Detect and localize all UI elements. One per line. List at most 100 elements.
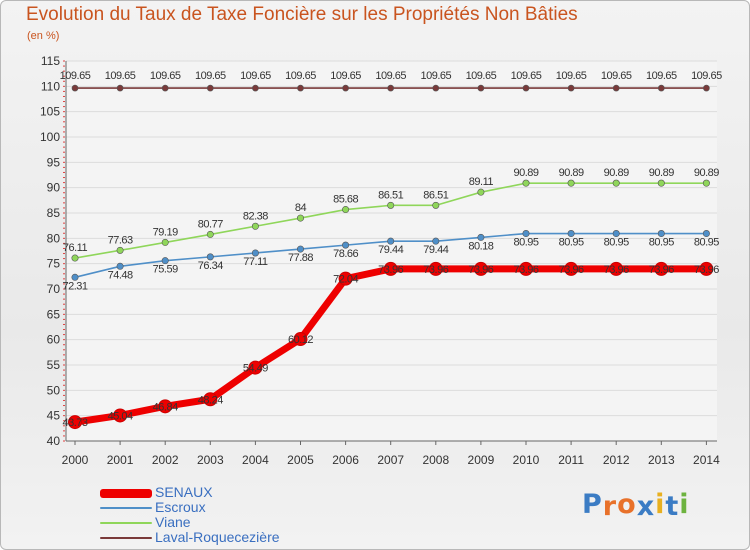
x-tick-label: 2006 xyxy=(332,453,359,467)
data-label-senaux: 72.04 xyxy=(333,274,358,286)
data-point-escroux xyxy=(342,241,350,249)
x-tick-label: 2002 xyxy=(152,453,179,467)
x-tick-label: 2000 xyxy=(62,453,89,467)
data-point-senaux xyxy=(338,271,353,286)
legend-label: Viane xyxy=(155,514,191,530)
plot-area xyxy=(66,61,717,441)
logo-letter: i xyxy=(679,489,690,520)
data-label-viane: 86.51 xyxy=(423,189,448,201)
data-point-escroux xyxy=(522,230,530,238)
data-label-viane: 90.89 xyxy=(513,167,538,179)
y-tick-label: 100 xyxy=(40,130,60,144)
data-point-escroux xyxy=(251,249,259,257)
data-point-laval-roquecezi-re xyxy=(703,84,710,92)
data-label-senaux: 73.96 xyxy=(468,264,493,276)
x-tick-label: 2010 xyxy=(513,453,540,467)
data-point-senaux xyxy=(473,261,488,276)
data-point-escroux xyxy=(477,233,485,241)
data-label-senaux: 73.96 xyxy=(649,264,674,276)
legend-item-senaux: SENAUX xyxy=(100,484,360,500)
data-point-senaux xyxy=(68,415,82,430)
data-point-viane xyxy=(612,179,620,187)
data-point-viane xyxy=(71,254,79,262)
chart-title: Evolution du Taux de Taxe Foncière sur l… xyxy=(26,4,578,25)
data-label-escroux: 79.44 xyxy=(423,244,448,256)
x-tick-label: 2003 xyxy=(197,453,224,467)
data-point-senaux xyxy=(428,261,443,276)
data-label-viane: 90.89 xyxy=(694,167,719,179)
data-point-senaux xyxy=(564,261,579,276)
data-label-laval-roquecezi-re: 109.65 xyxy=(511,70,542,82)
x-tick-label: 2013 xyxy=(648,453,675,467)
x-tick-label: 2007 xyxy=(377,453,404,467)
data-point-laval-roquecezi-re xyxy=(161,84,169,92)
data-label-senaux: 73.96 xyxy=(513,264,538,276)
data-point-senaux xyxy=(158,399,173,414)
data-label-senaux: 48.24 xyxy=(198,394,223,406)
data-point-senaux xyxy=(113,408,128,423)
data-label-escroux: 79.44 xyxy=(378,244,403,256)
data-label-viane: 84 xyxy=(295,202,307,214)
data-label-viane: 86.51 xyxy=(378,189,403,201)
data-label-laval-roquecezi-re: 109.65 xyxy=(60,70,91,82)
data-label-viane: 82.38 xyxy=(243,210,268,222)
y-tick-label: 105 xyxy=(40,105,60,119)
data-label-senaux: 54.49 xyxy=(243,363,268,375)
logo-letter: i xyxy=(655,489,666,520)
data-point-viane xyxy=(161,238,169,246)
data-point-viane xyxy=(522,179,530,187)
data-point-viane xyxy=(342,206,350,214)
data-label-escroux: 77.11 xyxy=(243,256,268,268)
data-label-escroux: 77.88 xyxy=(288,252,313,264)
data-point-escroux xyxy=(387,237,395,245)
data-label-viane: 90.89 xyxy=(604,167,629,179)
x-tick-label: 2004 xyxy=(242,453,269,467)
data-label-viane: 85.68 xyxy=(333,194,358,206)
y-tick-label: 45 xyxy=(47,409,61,423)
y-tick-label: 50 xyxy=(47,383,61,397)
data-point-viane xyxy=(116,246,124,254)
data-label-escroux: 80.95 xyxy=(694,237,719,249)
legend-swatch xyxy=(100,507,152,509)
data-point-senaux xyxy=(293,332,308,347)
legend-label: Laval-Roquecezière xyxy=(155,529,280,545)
data-point-escroux xyxy=(161,257,169,265)
data-label-escroux: 80.95 xyxy=(604,237,629,249)
data-point-laval-roquecezi-re xyxy=(297,84,304,92)
data-label-laval-roquecezi-re: 109.65 xyxy=(195,70,226,82)
data-point-escroux xyxy=(612,230,620,238)
data-label-laval-roquecezi-re: 109.65 xyxy=(330,70,361,82)
legend: SENAUX Escroux Viane Laval-Roquecezière xyxy=(100,484,360,545)
data-label-senaux: 73.96 xyxy=(694,264,719,276)
data-label-escroux: 80.95 xyxy=(649,237,674,249)
x-tick-label: 2011 xyxy=(558,453,584,467)
data-point-laval-roquecezi-re xyxy=(207,84,214,92)
data-label-escroux: 76.34 xyxy=(198,260,223,272)
data-label-escroux: 75.59 xyxy=(153,264,178,276)
y-tick-label: 60 xyxy=(47,333,61,347)
data-label-laval-roquecezi-re: 109.65 xyxy=(240,70,271,82)
data-point-escroux xyxy=(206,253,214,261)
legend-item-viane: Viane xyxy=(100,514,360,530)
y-tick-label: 110 xyxy=(41,79,60,93)
data-point-viane xyxy=(477,188,485,196)
data-label-laval-roquecezi-re: 109.65 xyxy=(466,70,497,82)
data-point-senaux xyxy=(383,261,398,276)
data-label-laval-roquecezi-re: 109.65 xyxy=(150,70,181,82)
data-label-escroux: 74.48 xyxy=(108,269,133,281)
data-label-viane: 80.77 xyxy=(198,218,223,230)
data-label-laval-roquecezi-re: 109.65 xyxy=(646,70,677,82)
legend-label: Escroux xyxy=(155,499,206,515)
legend-item-laval-roquecezi-re: Laval-Roquecezière xyxy=(100,529,360,545)
data-point-escroux xyxy=(116,262,124,270)
data-point-laval-roquecezi-re xyxy=(477,84,485,92)
data-label-escroux: 72.31 xyxy=(62,280,87,292)
data-point-senaux xyxy=(519,261,533,276)
y-tick-label: 115 xyxy=(41,54,60,68)
data-point-escroux xyxy=(432,237,440,245)
data-label-laval-roquecezi-re: 109.65 xyxy=(691,70,722,82)
data-label-senaux: 73.96 xyxy=(559,264,584,276)
data-label-laval-roquecezi-re: 109.65 xyxy=(601,70,632,82)
data-point-escroux xyxy=(702,230,710,238)
x-tick-label: 2005 xyxy=(287,453,314,467)
